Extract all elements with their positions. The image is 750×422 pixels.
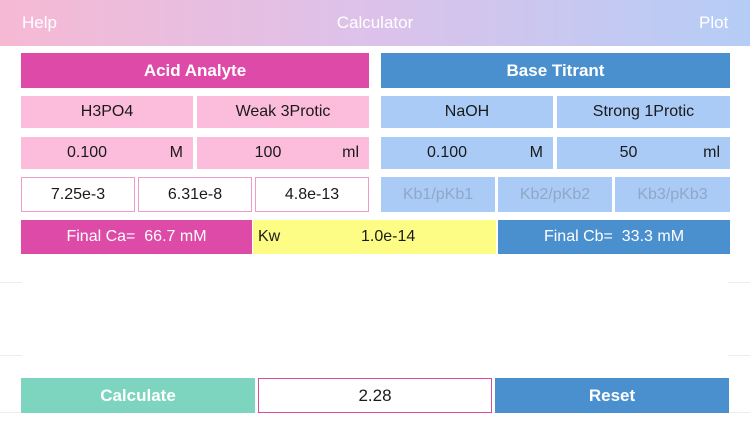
kb1-field[interactable]: Kb1/pKb1	[381, 177, 495, 212]
acid-concentration-unit: M	[169, 144, 183, 161]
acid-analyte-heading: Acid Analyte	[21, 53, 369, 88]
acid-concentration-value: 0.100	[66, 144, 108, 161]
plot-button[interactable]: Plot	[699, 13, 729, 32]
base-volume-value: 50	[619, 144, 638, 161]
final-ca-display: Final Ca= 66.7 mM	[21, 220, 252, 254]
acid-volume-field[interactable]: 100 ml	[197, 137, 369, 169]
reset-button[interactable]: Reset	[495, 378, 729, 413]
base-type-field[interactable]: Strong 1Protic	[557, 96, 730, 128]
ka1-field[interactable]: 7.25e-3	[21, 177, 135, 212]
base-concentration-unit: M	[529, 144, 543, 161]
nav-bar: Help Calculator Plot	[0, 0, 750, 46]
base-volume-unit: ml	[703, 144, 720, 161]
ka2-field[interactable]: 6.31e-8	[138, 177, 252, 212]
final-ca-label: Final Ca=	[66, 228, 136, 245]
divider	[728, 282, 750, 283]
base-concentration-value: 0.100	[426, 144, 468, 161]
acid-volume-value: 100	[254, 144, 282, 161]
calculate-button[interactable]: Calculate	[21, 378, 255, 413]
divider	[728, 355, 750, 356]
base-species-field[interactable]: NaOH	[381, 96, 553, 128]
base-titrant-heading: Base Titrant	[381, 53, 730, 88]
ka3-field[interactable]: 4.8e-13	[255, 177, 369, 212]
acid-volume-unit: ml	[342, 144, 359, 161]
acid-species-field[interactable]: H3PO4	[21, 96, 193, 128]
page-title: Calculator	[336, 13, 414, 32]
divider	[0, 282, 22, 283]
kw-label: Kw	[258, 228, 281, 245]
final-cb-value: 33.3 mM	[621, 228, 685, 245]
help-button[interactable]: Help	[22, 13, 57, 32]
final-ca-value: 66.7 mM	[144, 228, 207, 245]
base-volume-field[interactable]: 50 ml	[557, 137, 730, 169]
acid-type-field[interactable]: Weak 3Protic	[197, 96, 369, 128]
kb2-field[interactable]: Kb2/pKb2	[498, 177, 612, 212]
base-concentration-field[interactable]: 0.100 M	[381, 137, 553, 169]
final-cb-label: Final Cb=	[543, 228, 613, 245]
divider	[0, 355, 22, 356]
kw-value: 1.0e-14	[361, 228, 416, 245]
final-cb-display: Final Cb= 33.3 mM	[498, 220, 730, 254]
ph-result-display: 2.28	[258, 378, 492, 413]
kb3-field[interactable]: Kb3/pKb3	[615, 177, 730, 212]
kw-field[interactable]: Kw 1.0e-14	[253, 220, 496, 254]
acid-concentration-field[interactable]: 0.100 M	[21, 137, 193, 169]
